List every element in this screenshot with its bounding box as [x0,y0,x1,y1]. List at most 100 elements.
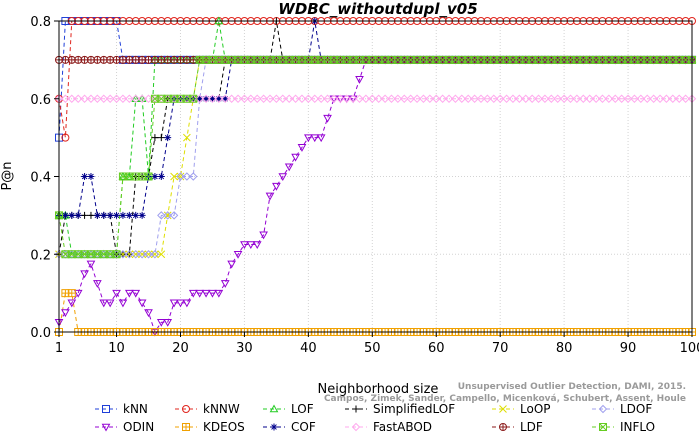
data-point-fastabod [591,94,601,103]
data-point-fastabod [483,94,492,103]
data-point-odin [227,260,236,269]
data-point-fastabod [655,94,665,103]
y-axis-label: P@n [0,161,15,190]
data-point-ldf [182,55,191,64]
data-point-fastabod [368,94,377,103]
data-point-loop [163,211,172,220]
data-point-fastabod [131,94,140,103]
data-point-inflo [144,172,153,181]
data-point-odin [80,270,89,279]
data-point-odin [176,299,185,308]
legend-marker-knn [102,405,110,413]
data-point-fastabod [291,94,300,103]
data-point-cof [61,211,69,219]
data-point-ldof [163,211,172,220]
data-point-fastabod [623,94,633,103]
y-tick-label: 0.6 [30,93,51,108]
data-point-lof [118,171,128,180]
data-point-fastabod [227,94,236,103]
data-point-cof [100,211,108,219]
x-tick-label: 90 [620,341,637,356]
data-point-cof [119,211,127,219]
data-point-odin [195,289,205,298]
x-tick-label: 60 [428,341,445,356]
legend-label-lof: LOF [291,402,314,416]
data-point-fastabod [400,94,409,103]
data-point-ldof [137,250,147,259]
data-point-fastabod [80,94,89,103]
data-point-cof [106,211,114,219]
data-point-fastabod [214,94,224,103]
data-point-odin [99,299,109,308]
data-point-cof [221,95,229,103]
data-point-odin [208,289,217,298]
data-point-odin [240,241,249,250]
data-point-fastabod [99,94,108,103]
data-point-odin [304,134,313,143]
legend-label-inflo: INFLO [620,420,655,434]
data-point-cof [74,211,82,219]
y-tick-label: 0.2 [30,248,51,263]
data-point-odin [163,318,173,327]
data-point-cof [81,173,89,180]
data-point-inflo [189,94,198,103]
data-point-knnw [61,133,70,142]
legend-marker-kdeos [182,423,190,431]
data-point-cof [113,211,121,219]
data-point-fastabod [112,94,121,103]
data-point-fastabod [438,94,447,103]
legend-marker-loop [499,405,507,413]
data-point-fastabod [547,94,556,103]
series-line-cof [59,20,692,216]
data-point-fastabod [489,94,498,103]
data-point-loop [176,172,185,181]
data-point-ldof [125,250,134,259]
data-point-odin [259,231,268,240]
data-point-odin [316,134,326,143]
data-point-fastabod [355,94,364,103]
x-tick-label: 80 [556,341,573,356]
data-point-odin [93,280,102,288]
legend-marker-fastabod [351,422,361,432]
data-point-loop [157,250,166,259]
data-point-lof [124,171,134,180]
data-point-loop [170,172,178,181]
data-point-loop [151,250,159,259]
data-point-loop [125,250,134,259]
series-line-ldof [59,59,692,255]
data-point-fastabod [515,94,524,103]
data-point-simplifiedlof [151,134,159,142]
data-point-fastabod [495,94,505,103]
data-point-fastabod [137,94,147,103]
data-point-loop [144,250,153,259]
data-point-fastabod [253,94,262,103]
data-point-fastabod [105,94,115,103]
data-point-odin [246,241,256,250]
x-tick-label: 40 [300,341,317,356]
legend: kNN kNNW LOF SimplifiedLOF LoOP LDOF ODIN KDEOS… [95,402,655,434]
legend-marker-inflo [599,423,607,431]
data-point-fastabod [329,94,339,103]
data-point-fastabod [278,94,287,103]
x-tick-label: 1 [55,341,63,356]
y-axis: 0.0 0.2 0.4 0.6 0.8 [30,15,59,341]
data-point-cof [125,211,133,219]
y-tick-label: 0.0 [30,326,51,341]
data-point-odin [265,192,275,201]
data-point-loop [119,250,127,259]
data-point-fastabod [521,94,530,103]
legend-label-ldf: LDF [520,420,543,434]
data-point-odin [137,299,147,308]
data-point-odin [284,163,294,172]
data-point-odin [201,289,211,298]
y-tick-label: 0.8 [30,15,51,30]
data-point-fastabod [412,94,422,103]
data-point-fastabod [470,94,479,103]
data-point-cof [138,211,146,219]
data-point-fastabod [310,94,319,103]
legend-marker-ldf [499,423,508,431]
data-point-ldof [189,172,198,181]
data-point-fastabod [240,94,249,103]
data-point-simplifiedlof [81,211,89,219]
